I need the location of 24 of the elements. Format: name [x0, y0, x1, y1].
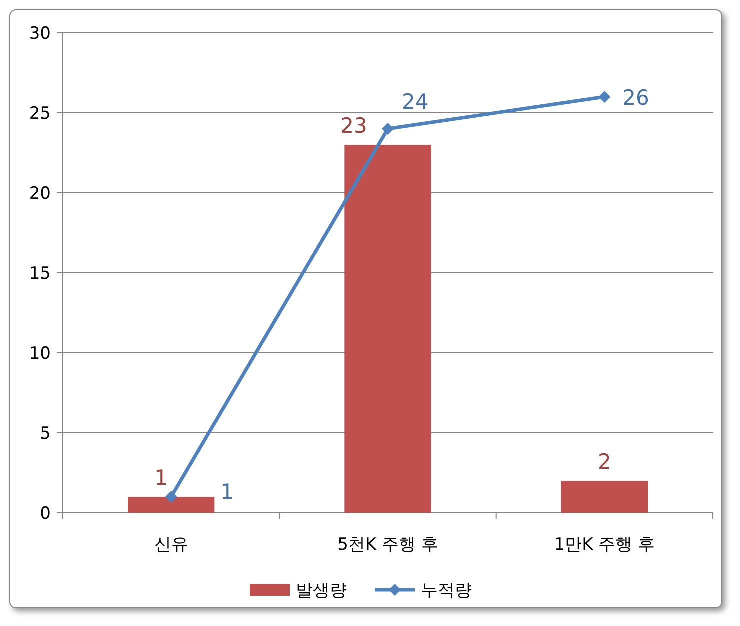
point	[382, 123, 394, 135]
y-tick-label: 10	[29, 344, 51, 364]
y-tick-label: 15	[29, 264, 51, 284]
x-tick-label: 신유	[154, 535, 188, 555]
point	[598, 91, 611, 103]
legend-label: 발생량	[296, 580, 347, 601]
y-tick-label: 5	[40, 424, 51, 444]
x-tick-label: 1만K 주행 후	[554, 535, 656, 555]
data-label: 2	[598, 450, 612, 474]
data-label: 23	[340, 114, 368, 138]
y-tick-label: 20	[29, 184, 51, 204]
bar	[344, 145, 432, 513]
bar	[561, 481, 648, 513]
x-tick-label: 5천K 주행 후	[338, 535, 438, 555]
y-tick-label: 0	[40, 504, 51, 524]
data-label: 1	[220, 480, 234, 504]
legend-label: 누적량	[421, 580, 472, 601]
bar	[128, 497, 215, 513]
y-tick-label: 25	[29, 104, 51, 124]
data-label: 24	[402, 90, 429, 114]
y-tick-label: 30	[29, 24, 51, 44]
data-label: 1	[154, 466, 168, 490]
point	[165, 491, 178, 503]
data-label: 26	[622, 86, 650, 110]
